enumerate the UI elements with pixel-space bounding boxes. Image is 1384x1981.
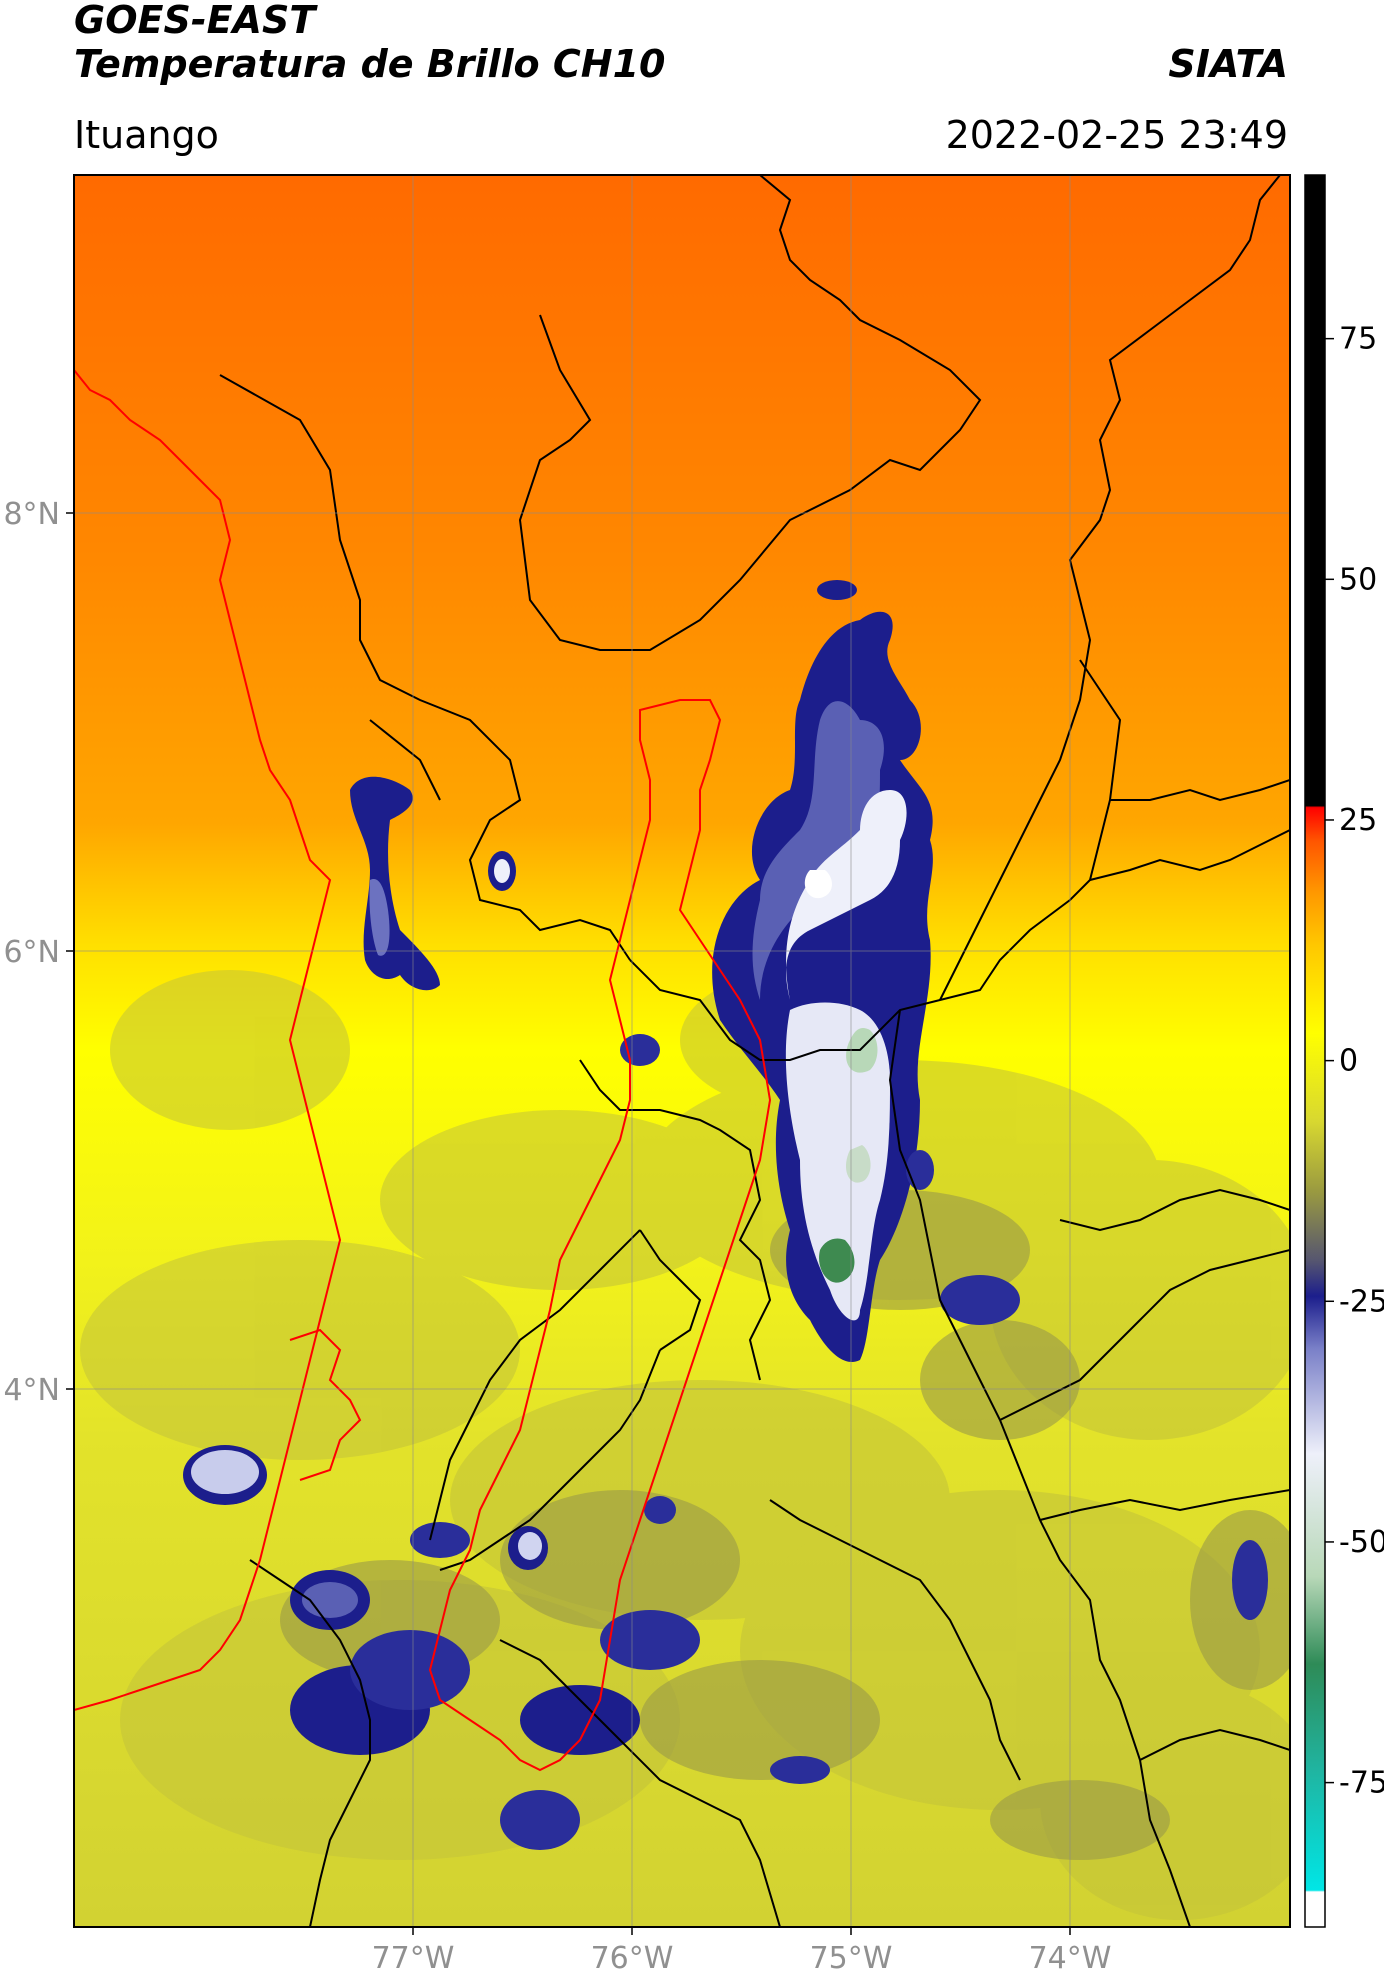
title-line-2: Temperatura de Brillo CH10	[74, 42, 666, 86]
axis-ticks	[66, 512, 1071, 1935]
location-label: Ituango	[74, 113, 219, 157]
western-cell	[350, 776, 516, 991]
department-borders	[219, 175, 1290, 1927]
colorbar: 75 50 25 0 -25 -50 -75	[1304, 174, 1384, 1928]
graticule	[74, 175, 1290, 1927]
lon-label-74w: 74°W	[1029, 1941, 1112, 1976]
colorbar-tick-label: 50	[1339, 562, 1377, 597]
lon-label-75w: 75°W	[810, 1941, 893, 1976]
lon-label-77w: 77°W	[372, 1941, 455, 1976]
colorbar-tick-label: -75	[1339, 1766, 1384, 1801]
lon-label-76w: 76°W	[591, 1941, 674, 1976]
lat-label-4n: 4°N	[3, 1373, 60, 1408]
colorbar-tick-label: -50	[1339, 1525, 1384, 1560]
colorbar-tick-label: -25	[1339, 1284, 1384, 1319]
colorbar-tick-label: 0	[1339, 1044, 1358, 1079]
timestamp-label: 2022-02-25 23:49	[945, 113, 1288, 157]
lat-label-8n: 8°N	[3, 497, 60, 532]
colorbar-scale	[1304, 174, 1326, 1928]
colorbar-tick-label: 75	[1339, 322, 1377, 357]
map-frame	[73, 174, 1291, 1928]
coastline-and-basin	[74, 369, 772, 1772]
brand-label: SIATA	[1168, 42, 1288, 86]
colorbar-ticks: 75 50 25 0 -25 -50 -75	[1325, 322, 1384, 1801]
axis-labels: 8°N 6°N 4°N 77°W 76°W 75°W 74°W	[3, 497, 1111, 1976]
lat-label-6n: 6°N	[3, 935, 60, 970]
colorbar-tick-label: 25	[1339, 803, 1377, 838]
title-line-1: GOES-EAST	[74, 0, 316, 42]
southwest-cells	[183, 580, 1268, 1850]
